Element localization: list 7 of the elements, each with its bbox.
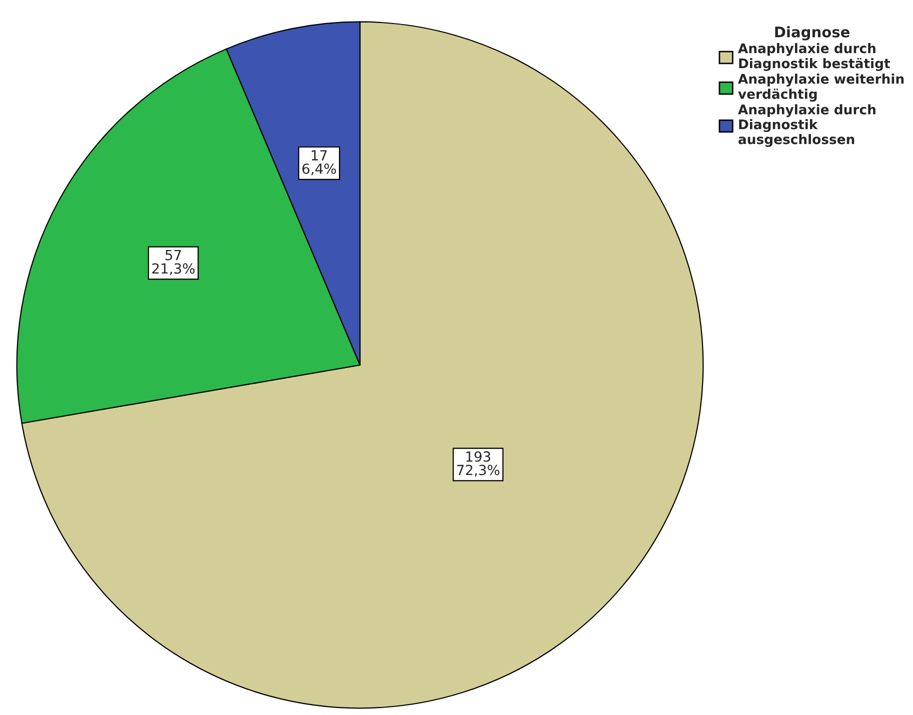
- legend-label: Anaphylaxie weiterhin verdächtig: [738, 74, 904, 102]
- legend-label: Anaphylaxie durch Diagnostik bestätigt: [738, 43, 890, 72]
- data-label: 57 21,3%: [152, 250, 195, 276]
- data-label: 193 72,3%: [457, 451, 500, 477]
- legend-title: Diagnose: [775, 26, 850, 40]
- legend-label: Anaphylaxie durch Diagnostik ausgeschlossen: [738, 104, 876, 147]
- data-label: 17 6,4%: [302, 150, 336, 176]
